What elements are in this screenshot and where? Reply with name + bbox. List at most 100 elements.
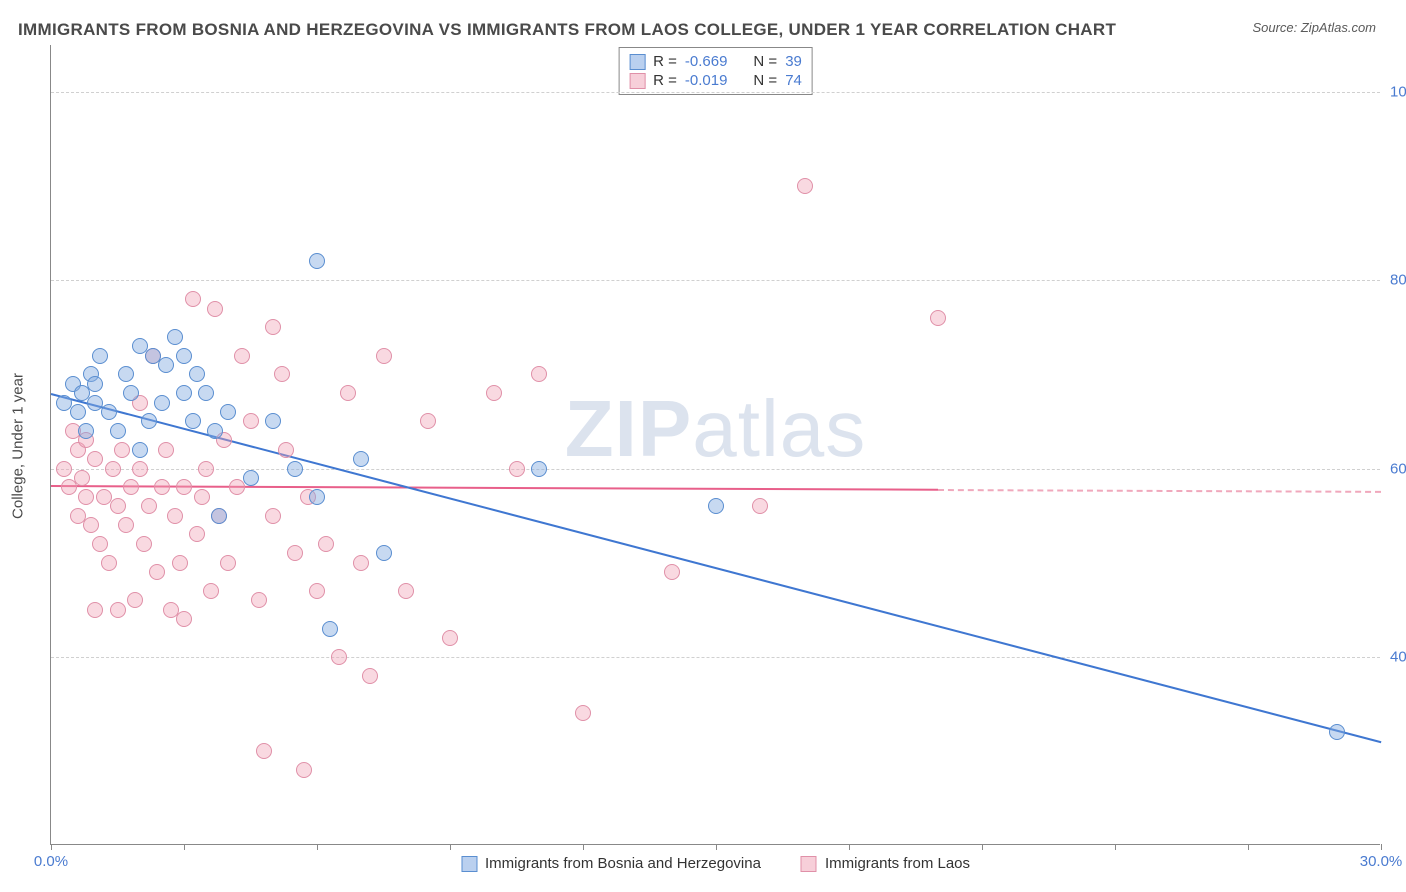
data-point bbox=[322, 621, 338, 637]
ytick-label: 80.0% bbox=[1390, 272, 1406, 289]
chart-title: IMMIGRANTS FROM BOSNIA AND HERZEGOVINA V… bbox=[18, 20, 1116, 40]
data-point bbox=[78, 489, 94, 505]
data-point bbox=[176, 385, 192, 401]
data-point bbox=[531, 461, 547, 477]
data-point bbox=[87, 602, 103, 618]
data-point bbox=[127, 592, 143, 608]
data-point bbox=[296, 762, 312, 778]
data-point bbox=[114, 442, 130, 458]
plot-area: ZIPatlas R = -0.669 N = 39 R = -0.019 N … bbox=[50, 45, 1380, 845]
xtick bbox=[1115, 844, 1116, 850]
trendline bbox=[51, 393, 1382, 743]
data-point bbox=[398, 583, 414, 599]
ytick-label: 60.0% bbox=[1390, 460, 1406, 477]
data-point bbox=[172, 555, 188, 571]
data-point bbox=[136, 536, 152, 552]
data-point bbox=[309, 489, 325, 505]
data-point bbox=[353, 555, 369, 571]
data-point bbox=[123, 479, 139, 495]
n-value: 74 bbox=[785, 72, 802, 89]
data-point bbox=[132, 442, 148, 458]
data-point bbox=[87, 376, 103, 392]
r-label: R = bbox=[653, 53, 677, 70]
data-point bbox=[176, 348, 192, 364]
xtick bbox=[583, 844, 584, 850]
data-point bbox=[752, 498, 768, 514]
data-point bbox=[331, 649, 347, 665]
data-point bbox=[220, 404, 236, 420]
data-point bbox=[420, 413, 436, 429]
data-point bbox=[105, 461, 121, 477]
data-point bbox=[251, 592, 267, 608]
data-point bbox=[207, 301, 223, 317]
data-point bbox=[575, 705, 591, 721]
data-point bbox=[78, 423, 94, 439]
data-point bbox=[207, 423, 223, 439]
data-point bbox=[1329, 724, 1345, 740]
data-point bbox=[376, 545, 392, 561]
r-label: R = bbox=[653, 72, 677, 89]
watermark: ZIPatlas bbox=[565, 383, 866, 475]
data-point bbox=[531, 366, 547, 382]
data-point bbox=[154, 395, 170, 411]
legend-label: Immigrants from Laos bbox=[825, 855, 970, 872]
source-label: Source: ZipAtlas.com bbox=[1252, 20, 1376, 35]
legend-label: Immigrants from Bosnia and Herzegovina bbox=[485, 855, 761, 872]
data-point bbox=[176, 479, 192, 495]
data-point bbox=[176, 611, 192, 627]
data-point bbox=[141, 413, 157, 429]
data-point bbox=[158, 442, 174, 458]
data-point bbox=[486, 385, 502, 401]
data-point bbox=[376, 348, 392, 364]
xtick bbox=[982, 844, 983, 850]
data-point bbox=[318, 536, 334, 552]
gridline bbox=[51, 92, 1380, 93]
data-point bbox=[70, 404, 86, 420]
data-point bbox=[74, 470, 90, 486]
stats-row-pink: R = -0.019 N = 74 bbox=[629, 71, 802, 90]
data-point bbox=[664, 564, 680, 580]
data-point bbox=[278, 442, 294, 458]
stats-row-blue: R = -0.669 N = 39 bbox=[629, 52, 802, 71]
n-value: 39 bbox=[785, 53, 802, 70]
n-label: N = bbox=[753, 72, 777, 89]
r-value: -0.669 bbox=[685, 53, 728, 70]
stats-legend: R = -0.669 N = 39 R = -0.019 N = 74 bbox=[618, 47, 813, 95]
data-point bbox=[167, 329, 183, 345]
ytick-label: 100.0% bbox=[1390, 84, 1406, 101]
data-point bbox=[340, 385, 356, 401]
gridline bbox=[51, 657, 1380, 658]
data-point bbox=[287, 545, 303, 561]
data-point bbox=[930, 310, 946, 326]
data-point bbox=[185, 291, 201, 307]
gridline bbox=[51, 280, 1380, 281]
data-point bbox=[211, 508, 227, 524]
data-point bbox=[132, 461, 148, 477]
ytick-label: 40.0% bbox=[1390, 648, 1406, 665]
xtick-label: 0.0% bbox=[34, 853, 68, 870]
data-point bbox=[167, 508, 183, 524]
data-point bbox=[101, 404, 117, 420]
n-label: N = bbox=[753, 53, 777, 70]
xtick bbox=[317, 844, 318, 850]
xtick bbox=[849, 844, 850, 850]
data-point bbox=[158, 357, 174, 373]
data-point bbox=[203, 583, 219, 599]
data-point bbox=[185, 413, 201, 429]
data-point bbox=[92, 536, 108, 552]
y-axis-label: College, Under 1 year bbox=[10, 373, 27, 519]
swatch-blue-icon bbox=[629, 54, 645, 70]
xtick bbox=[1248, 844, 1249, 850]
data-point bbox=[83, 517, 99, 533]
data-point bbox=[154, 479, 170, 495]
xtick-label: 30.0% bbox=[1360, 853, 1403, 870]
xtick bbox=[1381, 844, 1382, 850]
r-value: -0.019 bbox=[685, 72, 728, 89]
data-point bbox=[274, 366, 290, 382]
data-point bbox=[123, 385, 139, 401]
data-point bbox=[256, 743, 272, 759]
xtick bbox=[51, 844, 52, 850]
trendline bbox=[938, 489, 1381, 493]
data-point bbox=[509, 461, 525, 477]
data-point bbox=[442, 630, 458, 646]
